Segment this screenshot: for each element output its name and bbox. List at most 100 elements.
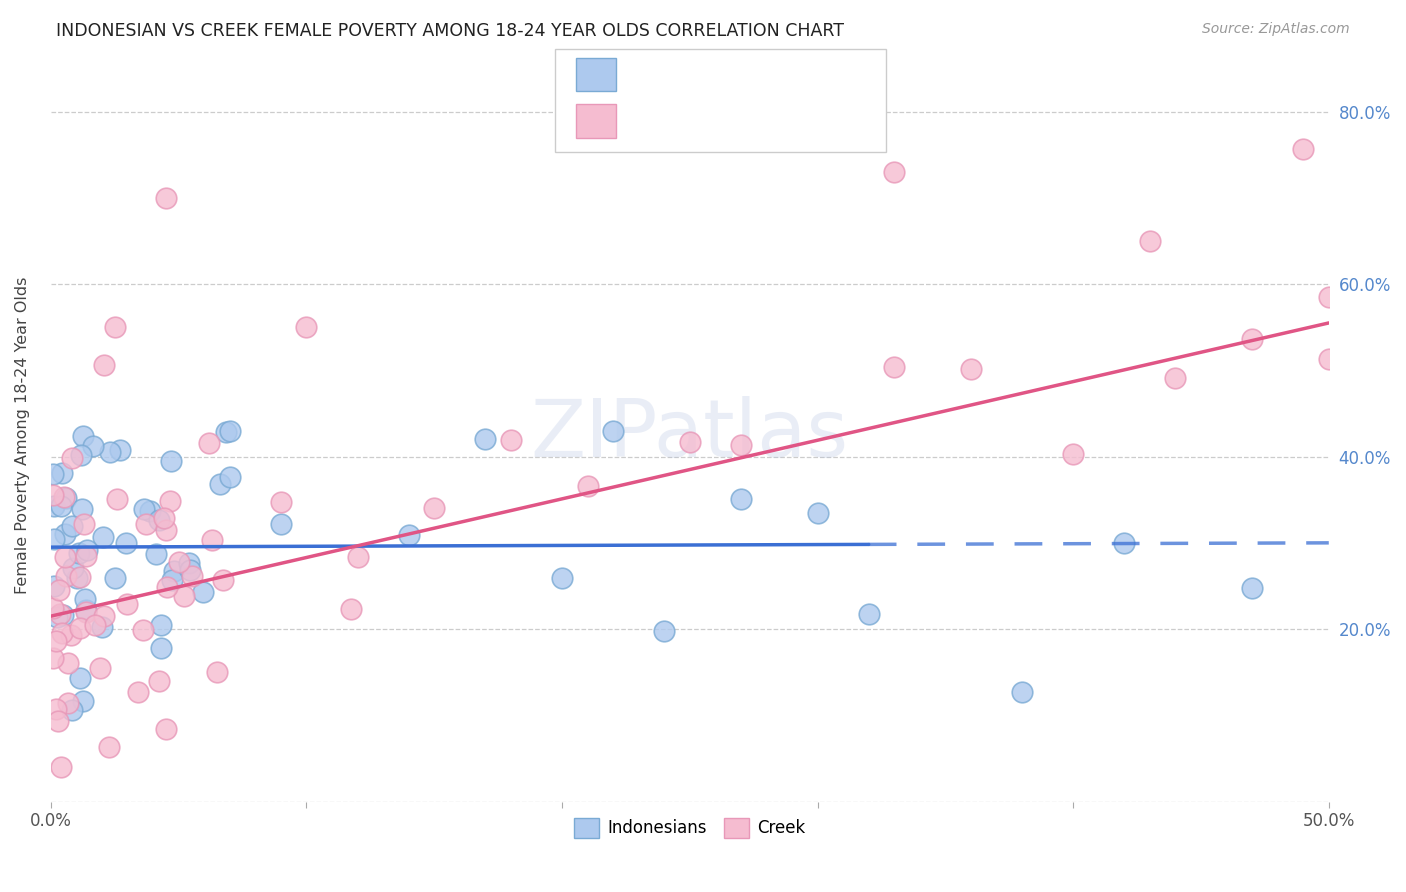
Point [98,740,121,755]
Point [48,583,70,598]
Point [55,569,77,583]
Point [55,491,77,506]
Point [205,665,228,679]
Point [270,495,292,509]
Point [69,622,91,636]
Point [132,623,155,637]
Point [148,674,170,689]
Point [215,425,238,439]
Point [60,518,83,533]
Point [49,607,72,622]
Point [42,532,65,546]
Point [1164,371,1187,385]
Point [191,584,214,599]
Point [75,605,97,619]
Text: ZIPatlas: ZIPatlas [530,396,849,474]
Point [1317,351,1340,366]
Point [67,546,90,560]
Point [211,574,233,588]
Point [127,685,149,699]
Point [70,502,93,516]
Point [1241,581,1264,595]
Point [499,433,522,447]
Text: R =  0.411   N = 66: R = 0.411 N = 66 [628,112,799,129]
Point [155,722,177,736]
Point [295,320,318,334]
Point [45,634,67,648]
Text: R = 0.015   N = 58: R = 0.015 N = 58 [628,64,793,83]
Point [858,607,880,621]
Point [98,445,121,459]
Point [1292,142,1315,156]
Point [69,448,91,462]
Point [960,362,983,376]
Point [145,547,167,561]
Point [139,503,162,517]
Point [110,442,132,457]
Point [340,602,363,616]
Point [89,661,111,675]
Point [42,467,65,481]
Y-axis label: Female Poverty Among 18-24 Year Olds: Female Poverty Among 18-24 Year Olds [15,277,30,594]
Point [602,425,624,439]
Point [72,516,94,531]
Point [423,500,446,515]
Point [76,542,98,557]
Point [1062,447,1084,461]
Point [398,528,420,542]
Point [42,601,65,615]
Point [49,760,72,774]
Point [730,438,752,452]
Point [56,696,79,710]
Point [53,527,76,541]
Point [60,628,83,642]
Point [1317,290,1340,304]
Text: INDONESIAN VS CREEK FEMALE POVERTY AMONG 18-24 YEAR OLDS CORRELATION CHART: INDONESIAN VS CREEK FEMALE POVERTY AMONG… [56,22,844,40]
Point [679,434,702,449]
Point [69,570,91,584]
Point [66,571,89,585]
Point [1011,684,1033,698]
Point [160,453,183,467]
Point [551,571,574,585]
Point [1114,536,1136,550]
Point [51,500,73,514]
Point [155,523,177,537]
Point [576,479,599,493]
Point [82,439,104,453]
Point [104,320,127,334]
Point [46,610,69,624]
Point [201,533,224,548]
Point [218,470,240,484]
Point [62,561,84,575]
Point [730,492,752,507]
Point [69,671,91,685]
Point [163,564,186,578]
Point [72,694,94,708]
Point [135,517,157,532]
Point [60,703,83,717]
Point [1241,332,1264,346]
Point [197,436,219,450]
Point [114,536,136,550]
Point [75,603,97,617]
Point [83,618,105,632]
Point [93,608,115,623]
Point [105,491,128,506]
Point [883,165,905,179]
Point [115,597,138,611]
Point [883,359,905,374]
Point [44,499,66,513]
Point [181,569,204,583]
Legend: Indonesians, Creek: Indonesians, Creek [568,811,813,845]
Point [148,513,170,527]
Point [177,556,200,570]
Point [167,555,190,569]
Point [93,359,115,373]
Point [42,650,65,665]
Point [1139,234,1161,248]
Point [73,591,96,606]
Point [44,579,66,593]
Point [46,714,69,728]
Point [652,624,675,638]
